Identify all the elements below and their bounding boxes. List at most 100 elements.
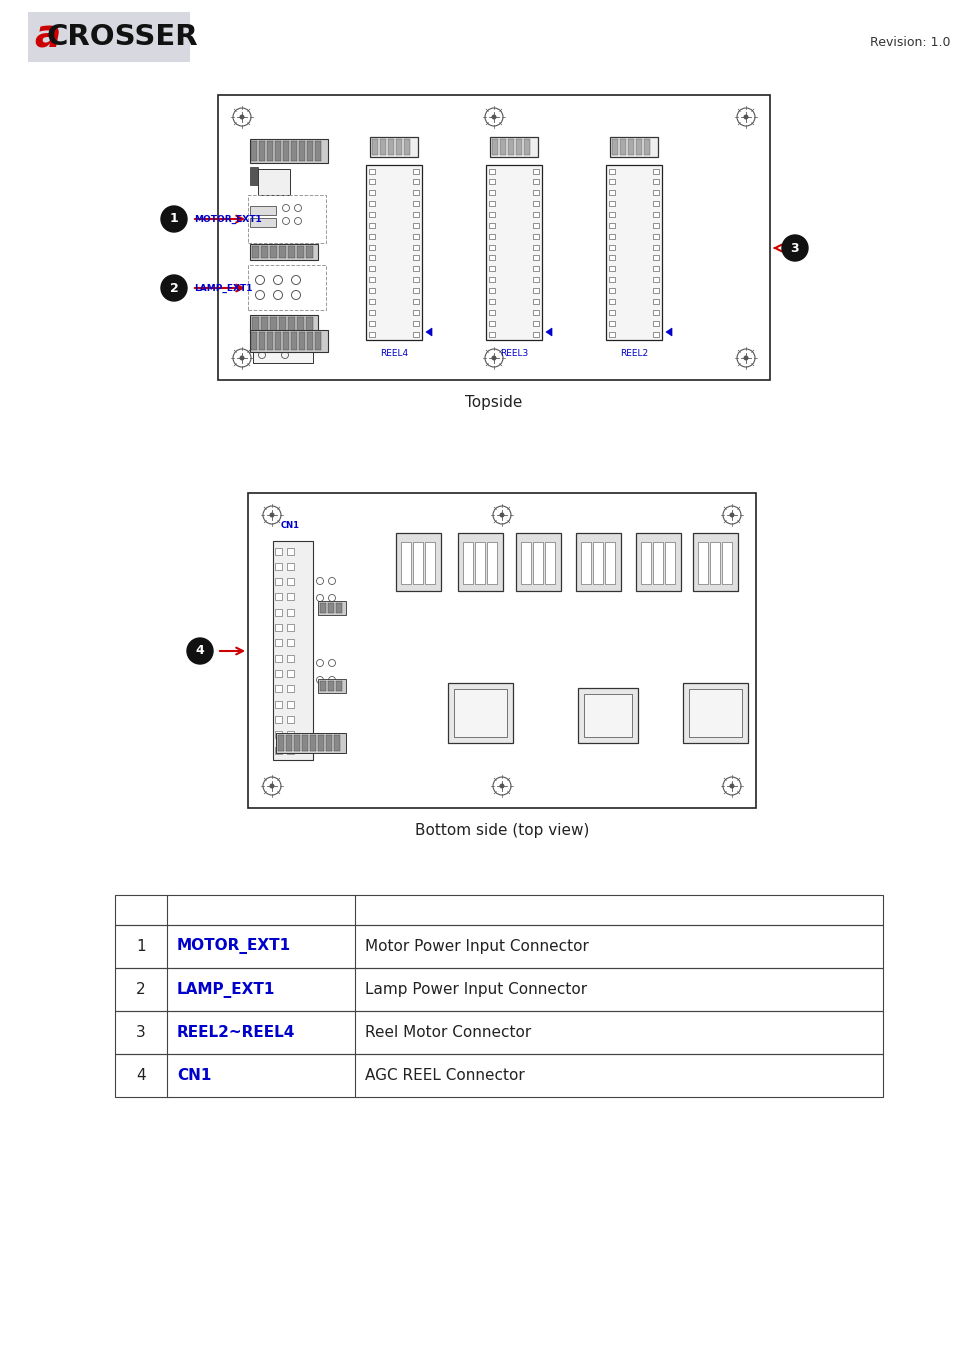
Bar bbox=[261, 246, 268, 258]
Bar bbox=[533, 255, 538, 261]
Bar bbox=[248, 265, 326, 310]
Text: Lamp Power Input Connector: Lamp Power Input Connector bbox=[365, 981, 586, 998]
Bar bbox=[335, 680, 341, 691]
Bar bbox=[652, 223, 659, 228]
Bar bbox=[489, 190, 495, 196]
Bar bbox=[306, 317, 313, 331]
Bar bbox=[652, 277, 659, 282]
Bar bbox=[291, 332, 296, 350]
Text: 1: 1 bbox=[136, 940, 146, 954]
Bar bbox=[413, 541, 422, 585]
Text: 3: 3 bbox=[136, 1025, 146, 1040]
Bar bbox=[253, 339, 313, 363]
Bar bbox=[516, 533, 560, 591]
Bar bbox=[252, 246, 258, 258]
Bar bbox=[252, 317, 258, 331]
Bar bbox=[296, 317, 304, 331]
Bar bbox=[395, 533, 440, 591]
Bar bbox=[287, 594, 294, 601]
Bar bbox=[652, 309, 659, 315]
Bar bbox=[369, 180, 375, 185]
Bar bbox=[608, 201, 615, 207]
Circle shape bbox=[240, 356, 244, 360]
Bar bbox=[258, 140, 265, 161]
Bar bbox=[608, 223, 615, 228]
Bar bbox=[608, 169, 615, 174]
Bar bbox=[274, 655, 282, 662]
Bar bbox=[640, 541, 650, 585]
Bar bbox=[115, 968, 882, 1011]
Bar bbox=[652, 244, 659, 250]
Circle shape bbox=[187, 639, 213, 664]
Bar bbox=[413, 169, 418, 174]
Bar bbox=[413, 298, 418, 304]
Circle shape bbox=[492, 356, 496, 360]
Bar bbox=[270, 246, 276, 258]
Bar bbox=[698, 541, 707, 585]
Text: Motor Power Input Connector: Motor Power Input Connector bbox=[365, 940, 588, 954]
Bar bbox=[489, 266, 495, 271]
Bar bbox=[369, 288, 375, 293]
Circle shape bbox=[161, 275, 187, 301]
Bar bbox=[605, 165, 661, 340]
Bar bbox=[287, 640, 294, 647]
Bar bbox=[218, 95, 769, 379]
Bar bbox=[533, 223, 538, 228]
Text: 2: 2 bbox=[170, 282, 178, 294]
Circle shape bbox=[499, 784, 503, 788]
Bar bbox=[499, 139, 505, 155]
Bar bbox=[413, 180, 418, 185]
Text: CN1: CN1 bbox=[281, 521, 299, 529]
Bar bbox=[652, 169, 659, 174]
Text: REEL3: REEL3 bbox=[499, 348, 528, 358]
Bar bbox=[490, 136, 537, 157]
Bar bbox=[533, 298, 538, 304]
Circle shape bbox=[270, 513, 274, 517]
Bar bbox=[489, 288, 495, 293]
Bar bbox=[533, 180, 538, 185]
Bar bbox=[608, 321, 615, 325]
Bar bbox=[523, 139, 530, 155]
Bar bbox=[366, 165, 421, 340]
Bar bbox=[580, 541, 590, 585]
Bar bbox=[326, 734, 332, 751]
Bar bbox=[533, 212, 538, 217]
Bar bbox=[608, 255, 615, 261]
Bar bbox=[533, 234, 538, 239]
Bar bbox=[533, 332, 538, 336]
Bar bbox=[370, 136, 417, 157]
Bar bbox=[489, 223, 495, 228]
Bar bbox=[413, 223, 418, 228]
Bar bbox=[652, 180, 659, 185]
Bar bbox=[274, 548, 282, 555]
Bar bbox=[317, 601, 346, 616]
Bar bbox=[307, 140, 313, 161]
Bar bbox=[274, 140, 281, 161]
Bar bbox=[520, 541, 531, 585]
Bar bbox=[283, 332, 289, 350]
Bar bbox=[267, 140, 273, 161]
Bar bbox=[274, 701, 282, 707]
Bar bbox=[274, 594, 282, 601]
Bar bbox=[492, 139, 497, 155]
Bar bbox=[298, 140, 305, 161]
Text: 2: 2 bbox=[136, 981, 146, 998]
Bar bbox=[609, 136, 658, 157]
Bar bbox=[652, 212, 659, 217]
Text: 3: 3 bbox=[790, 242, 799, 255]
Bar bbox=[533, 288, 538, 293]
Bar bbox=[608, 244, 615, 250]
Bar bbox=[400, 541, 411, 585]
Bar bbox=[267, 332, 273, 350]
Bar bbox=[369, 234, 375, 239]
Bar bbox=[274, 716, 282, 722]
Bar bbox=[652, 190, 659, 196]
Bar bbox=[608, 180, 615, 185]
Bar bbox=[578, 688, 638, 742]
Bar bbox=[335, 603, 341, 613]
Bar bbox=[317, 679, 346, 693]
Circle shape bbox=[161, 207, 187, 232]
Bar bbox=[287, 609, 294, 616]
Bar bbox=[369, 332, 375, 336]
Bar bbox=[652, 288, 659, 293]
